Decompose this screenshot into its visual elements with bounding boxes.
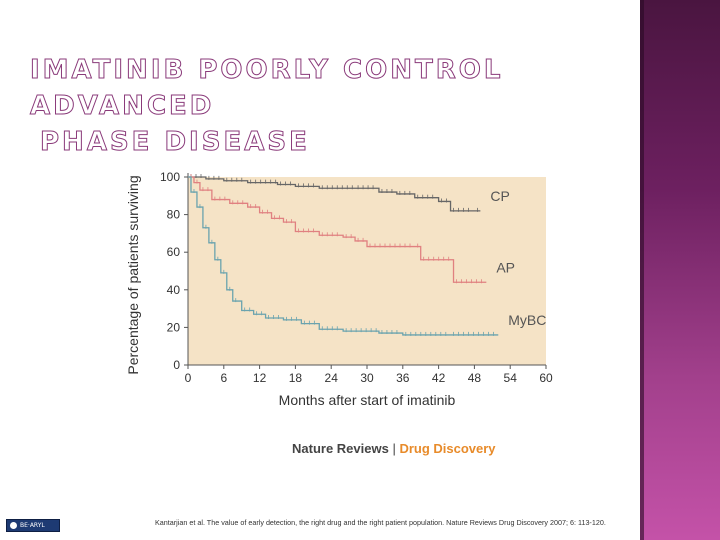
y-tick-label: 0 — [173, 358, 180, 372]
slide-accent-band — [640, 0, 720, 540]
slide-title-line-1: IMATINIB POORLY CONTROL ADVANCED — [30, 55, 504, 122]
x-axis-label: Months after start of imatinib — [279, 392, 456, 408]
x-tick-label: 24 — [325, 371, 339, 385]
x-tick-label: 6 — [220, 371, 227, 385]
y-tick-label: 60 — [167, 245, 181, 259]
series-label-ap: AP — [496, 259, 515, 275]
plot-background — [188, 177, 546, 365]
x-tick-label: 18 — [289, 371, 303, 385]
series-label-cp: CP — [490, 188, 509, 204]
x-tick-label: 54 — [504, 371, 518, 385]
x-tick-label: 30 — [360, 371, 374, 385]
x-tick-label: 0 — [185, 371, 192, 385]
slide-title: IMATINIB POORLY CONTROL ADVANCED PHASE D… — [30, 52, 630, 160]
y-tick-label: 100 — [160, 170, 180, 184]
y-tick-label: 40 — [167, 283, 181, 297]
y-tick-label: 20 — [167, 320, 181, 334]
y-tick-label: 80 — [167, 208, 181, 222]
license-badge-label: BE·ARYL — [20, 522, 45, 529]
x-tick-label: 42 — [432, 371, 446, 385]
y-axis-label: Percentage of patients surviving — [125, 175, 141, 374]
source-separator: | — [392, 441, 399, 456]
survival-chart-svg: 0 20 40 60 80 100 0 6 12 18 24 30 36 42 48 54 60 Months a… — [125, 170, 553, 456]
x-tick-label: 48 — [468, 371, 482, 385]
citation-text: Kantarjian et al. The value of early det… — [155, 518, 606, 527]
series-line-mybc — [188, 176, 499, 336]
slide-title-line-2: PHASE DISEASE — [40, 127, 310, 158]
x-tick-label: 60 — [539, 371, 553, 385]
survival-chart: 0 20 40 60 80 100 0 6 12 18 24 30 36 42 48 54 60 Months a… — [120, 155, 570, 465]
source-caption: Nature Reviews | Drug Discovery — [292, 441, 496, 456]
license-badge: BE·ARYL — [6, 519, 60, 532]
series-label-mybc: MyBC — [508, 312, 546, 328]
x-tick-label: 12 — [253, 371, 267, 385]
x-tick-label: 36 — [396, 371, 410, 385]
source-journal-name: Nature Reviews — [292, 441, 392, 456]
license-icon — [10, 522, 17, 529]
source-journal-section: Drug Discovery — [399, 441, 496, 456]
